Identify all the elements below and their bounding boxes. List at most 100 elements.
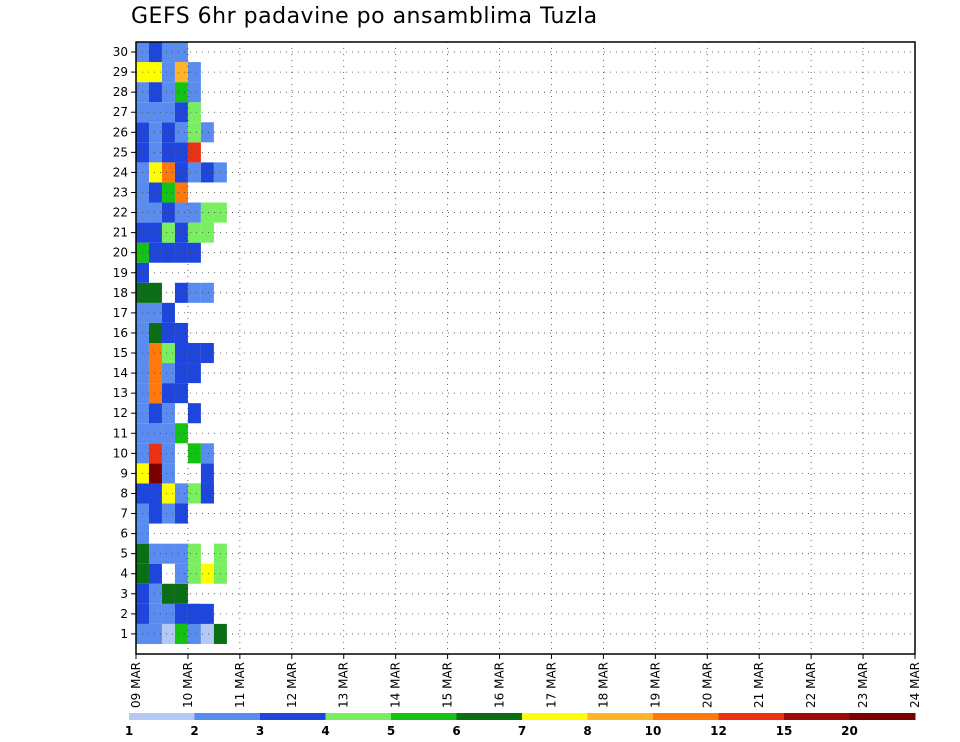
heatmap-cell — [161, 342, 175, 364]
color-bar-segment — [784, 713, 850, 720]
heatmap-cell — [174, 82, 188, 103]
y-tick-label: 20 — [113, 246, 128, 260]
heatmap-cell — [161, 483, 175, 504]
color-bar-segment — [194, 713, 261, 720]
heatmap-cell — [174, 102, 188, 123]
heatmap-cell — [148, 603, 162, 624]
y-tick-label: 2 — [120, 607, 128, 621]
x-tick-label: 22 MAR — [804, 662, 818, 708]
x-tick-label: 24 MAR — [908, 662, 922, 708]
y-tick-label: 15 — [113, 346, 128, 360]
y-tick-label: 3 — [120, 587, 128, 601]
heatmap-cell — [174, 222, 188, 243]
heatmap-cell — [161, 202, 175, 223]
x-tick-label: 17 MAR — [544, 662, 558, 708]
color-bar: 1 2 3 4 5 6 7 8 10 12 15 20 — [125, 713, 916, 738]
y-tick-label: 4 — [120, 567, 128, 581]
heatmap-cell — [161, 383, 175, 404]
y-tick-label: 9 — [120, 466, 128, 480]
heatmap-cell — [148, 363, 162, 384]
x-tick-label: 18 MAR — [596, 662, 610, 708]
heatmap-cell — [187, 82, 201, 103]
y-tick-label: 25 — [113, 145, 128, 159]
heatmap-cell — [174, 563, 188, 584]
color-bar-segment — [653, 713, 719, 720]
color-bar-segment — [849, 713, 916, 720]
x-tick-label: 13 MAR — [337, 662, 351, 708]
heatmap-cell — [161, 603, 175, 624]
heatmap-cell — [174, 322, 188, 343]
heatmap-cell — [148, 322, 162, 343]
heatmap-cell — [174, 363, 188, 384]
heatmap-cell — [148, 242, 162, 263]
heatmap-cell — [174, 603, 188, 624]
y-tick-label: 8 — [120, 486, 128, 500]
y-tick-label: 14 — [113, 366, 128, 380]
heatmap-cell — [148, 282, 162, 303]
heatmap-cell — [161, 583, 175, 604]
heatmap-cell — [200, 463, 214, 484]
heatmap-cells — [136, 42, 227, 644]
heatmap-cell — [187, 623, 201, 644]
heatmap-cell — [200, 122, 214, 143]
y-tick-label: 17 — [113, 306, 128, 320]
heatmap-cell — [200, 623, 214, 644]
heatmap-cell — [148, 463, 162, 484]
heatmap-cell — [161, 102, 175, 123]
heatmap-cell — [148, 623, 162, 644]
heatmap-cell — [148, 383, 162, 404]
heatmap-cell — [200, 342, 214, 364]
heatmap-cell — [174, 162, 188, 183]
heatmap-cell — [187, 483, 201, 504]
grid-lines — [136, 42, 915, 654]
y-tick-label: 23 — [113, 185, 128, 199]
heatmap-cell — [187, 543, 201, 564]
heatmap-cell — [174, 583, 188, 604]
color-bar-segment — [391, 713, 457, 720]
heatmap-cell — [161, 623, 175, 644]
heatmap-cell — [200, 483, 214, 504]
heatmap-cell — [148, 583, 162, 604]
x-tick-label: 10 MAR — [181, 662, 195, 708]
heatmap-cell — [187, 222, 201, 243]
heatmap-cell — [148, 202, 162, 223]
color-bar-label: 3 — [256, 724, 264, 738]
color-bar-segment — [456, 713, 523, 720]
color-bar-label: 2 — [190, 724, 198, 738]
color-bar-label: 10 — [645, 724, 662, 738]
y-tick-label: 13 — [113, 386, 128, 400]
plot-frame — [135, 41, 916, 655]
color-bar-segment — [129, 713, 195, 720]
heatmap-cell — [200, 202, 214, 223]
y-tick-label: 26 — [113, 125, 128, 139]
color-bar-segment — [587, 713, 654, 720]
heatmap-cell — [187, 403, 201, 424]
heatmap-cell — [174, 543, 188, 564]
y-tick-label: 19 — [113, 266, 128, 280]
heatmap-cell — [161, 162, 175, 183]
x-tick-label: 09 MAR — [129, 662, 143, 708]
y-tick-label: 21 — [113, 226, 128, 240]
y-tick-label: 5 — [120, 547, 128, 561]
heatmap-cell — [148, 443, 162, 464]
heatmap-cell — [148, 182, 162, 203]
heatmap-cell — [174, 282, 188, 303]
x-tick-label: 20 MAR — [700, 662, 714, 708]
color-bar-segment — [522, 713, 588, 720]
heatmap-cell — [148, 42, 162, 63]
heatmap-cell — [161, 403, 175, 424]
heatmap-cell — [148, 503, 162, 524]
heatmap-cell — [148, 423, 162, 444]
heatmap-cell — [161, 363, 175, 384]
heatmap-cell — [148, 302, 162, 323]
heatmap-cell — [161, 42, 175, 63]
heatmap-cell — [161, 122, 175, 143]
heatmap-cell — [174, 342, 188, 364]
heatmap-cell — [187, 282, 201, 303]
y-tick-label: 24 — [113, 165, 128, 179]
heatmap-cell — [161, 302, 175, 323]
heatmap-cell — [174, 142, 188, 163]
heatmap-cell — [174, 42, 188, 63]
heatmap-cell — [200, 443, 214, 464]
y-tick-label: 1 — [120, 627, 128, 641]
